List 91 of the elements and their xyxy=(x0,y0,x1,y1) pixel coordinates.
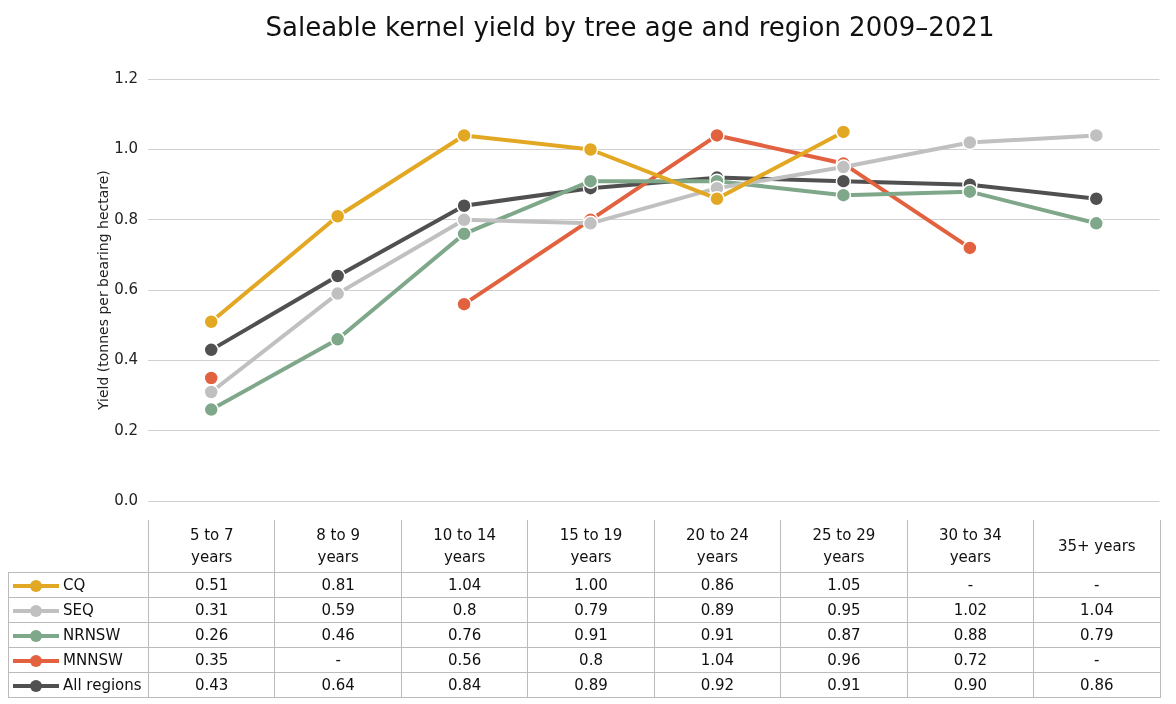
data-label: 0.51 xyxy=(148,572,275,598)
text: - xyxy=(335,651,341,669)
legend-label: NRNSW xyxy=(63,626,121,644)
data-label: 0.31 xyxy=(148,597,275,623)
point xyxy=(203,370,219,386)
point xyxy=(203,384,219,400)
data-label: 1.00 xyxy=(527,572,655,598)
text: - xyxy=(1094,651,1100,669)
data-label: 0.86 xyxy=(654,572,781,598)
data-label: 0.96 xyxy=(780,647,908,673)
data-label: 0.35 xyxy=(148,647,275,673)
point xyxy=(835,173,852,189)
point xyxy=(456,212,472,228)
point xyxy=(456,127,472,144)
y-tick-label: 0.6 xyxy=(114,279,138,298)
data-label: 1.02 xyxy=(907,597,1034,623)
point xyxy=(709,127,725,144)
point xyxy=(962,240,978,256)
data-label: 0.91 xyxy=(527,622,655,648)
data-label: 1.04 xyxy=(654,647,781,673)
point xyxy=(203,313,219,330)
x-tick-label: 35+ years xyxy=(1033,520,1160,573)
data-label: 0.59 xyxy=(274,597,402,623)
y-tick-label: 0.8 xyxy=(114,209,138,228)
data-label: 0.89 xyxy=(527,672,655,698)
y-tick-label: 1.2 xyxy=(114,69,138,88)
point xyxy=(456,226,472,242)
data-label: 0.89 xyxy=(654,597,781,623)
point xyxy=(456,197,472,214)
data-label: 0.88 xyxy=(907,622,1034,648)
data-label: 0.46 xyxy=(274,622,402,648)
y-tick-label: 1.0 xyxy=(114,139,138,158)
point xyxy=(962,183,978,200)
data-label: 0.92 xyxy=(654,672,781,698)
data-label: 0.43 xyxy=(148,672,275,698)
x-tick-label: 30 to 34 years xyxy=(907,520,1034,573)
point xyxy=(329,285,346,302)
y-tick-label: 0.4 xyxy=(114,350,138,369)
data-label: 0.72 xyxy=(907,647,1034,673)
x-tick-label: 15 to 19 years xyxy=(527,520,655,573)
data-label: 0.26 xyxy=(148,622,275,648)
x-tick-label: 8 to 9 years xyxy=(274,520,402,573)
point xyxy=(835,159,852,175)
y-tick-label: 0.0 xyxy=(114,490,138,509)
x-tick-label: 5 to 7 years xyxy=(148,520,275,573)
point xyxy=(582,215,599,232)
data-label: 0.64 xyxy=(274,672,402,698)
point xyxy=(835,124,852,140)
x-tick-label: 20 to 24 years xyxy=(654,520,781,573)
point xyxy=(329,268,346,284)
legend-label: All regions xyxy=(63,676,142,694)
point xyxy=(1088,190,1105,207)
data-label: 0.86 xyxy=(1033,672,1160,698)
data-label: 0.87 xyxy=(780,622,908,648)
point xyxy=(456,296,472,312)
data-label: 0.8 xyxy=(527,647,655,673)
text: - xyxy=(967,576,974,594)
data-label: 0.84 xyxy=(401,672,528,698)
data-label: 0.79 xyxy=(1033,622,1160,648)
point xyxy=(329,331,346,348)
point xyxy=(1088,215,1105,232)
point xyxy=(709,190,725,207)
data-label: 0.91 xyxy=(780,672,908,698)
legend-label: CQ xyxy=(63,576,86,594)
legend-label: SEQ xyxy=(63,601,94,619)
point xyxy=(203,401,219,418)
point xyxy=(203,342,219,358)
legend-label: MNNSW xyxy=(63,651,123,669)
data-label: 0.79 xyxy=(527,597,655,623)
point xyxy=(582,141,599,158)
text: - xyxy=(1094,576,1100,594)
point xyxy=(835,187,852,203)
y-tick-label: 0.2 xyxy=(114,420,138,439)
data-label: 0.8 xyxy=(401,597,528,623)
chart-title: Saleable kernel yield by tree age and region 2009–2021 xyxy=(265,12,995,43)
data-label: 0.95 xyxy=(780,597,908,623)
data-label: 0.81 xyxy=(274,572,402,598)
y-axis-title: Yield (tonnes per bearing hectare) xyxy=(95,170,112,412)
data-label: 1.04 xyxy=(401,572,528,598)
x-tick-label: 10 to 14 years xyxy=(401,520,528,573)
x-tick-label: 25 to 29 years xyxy=(780,520,908,573)
data-label: 1.05 xyxy=(780,572,908,598)
point xyxy=(582,173,599,189)
data-label: 0.56 xyxy=(401,647,528,673)
data-label: 0.90 xyxy=(907,672,1034,698)
data-label: 0.76 xyxy=(401,622,528,648)
data-label: 1.04 xyxy=(1033,597,1160,623)
point xyxy=(962,134,978,151)
point xyxy=(329,208,346,225)
point xyxy=(1088,127,1105,144)
data-label: 0.91 xyxy=(654,622,781,648)
